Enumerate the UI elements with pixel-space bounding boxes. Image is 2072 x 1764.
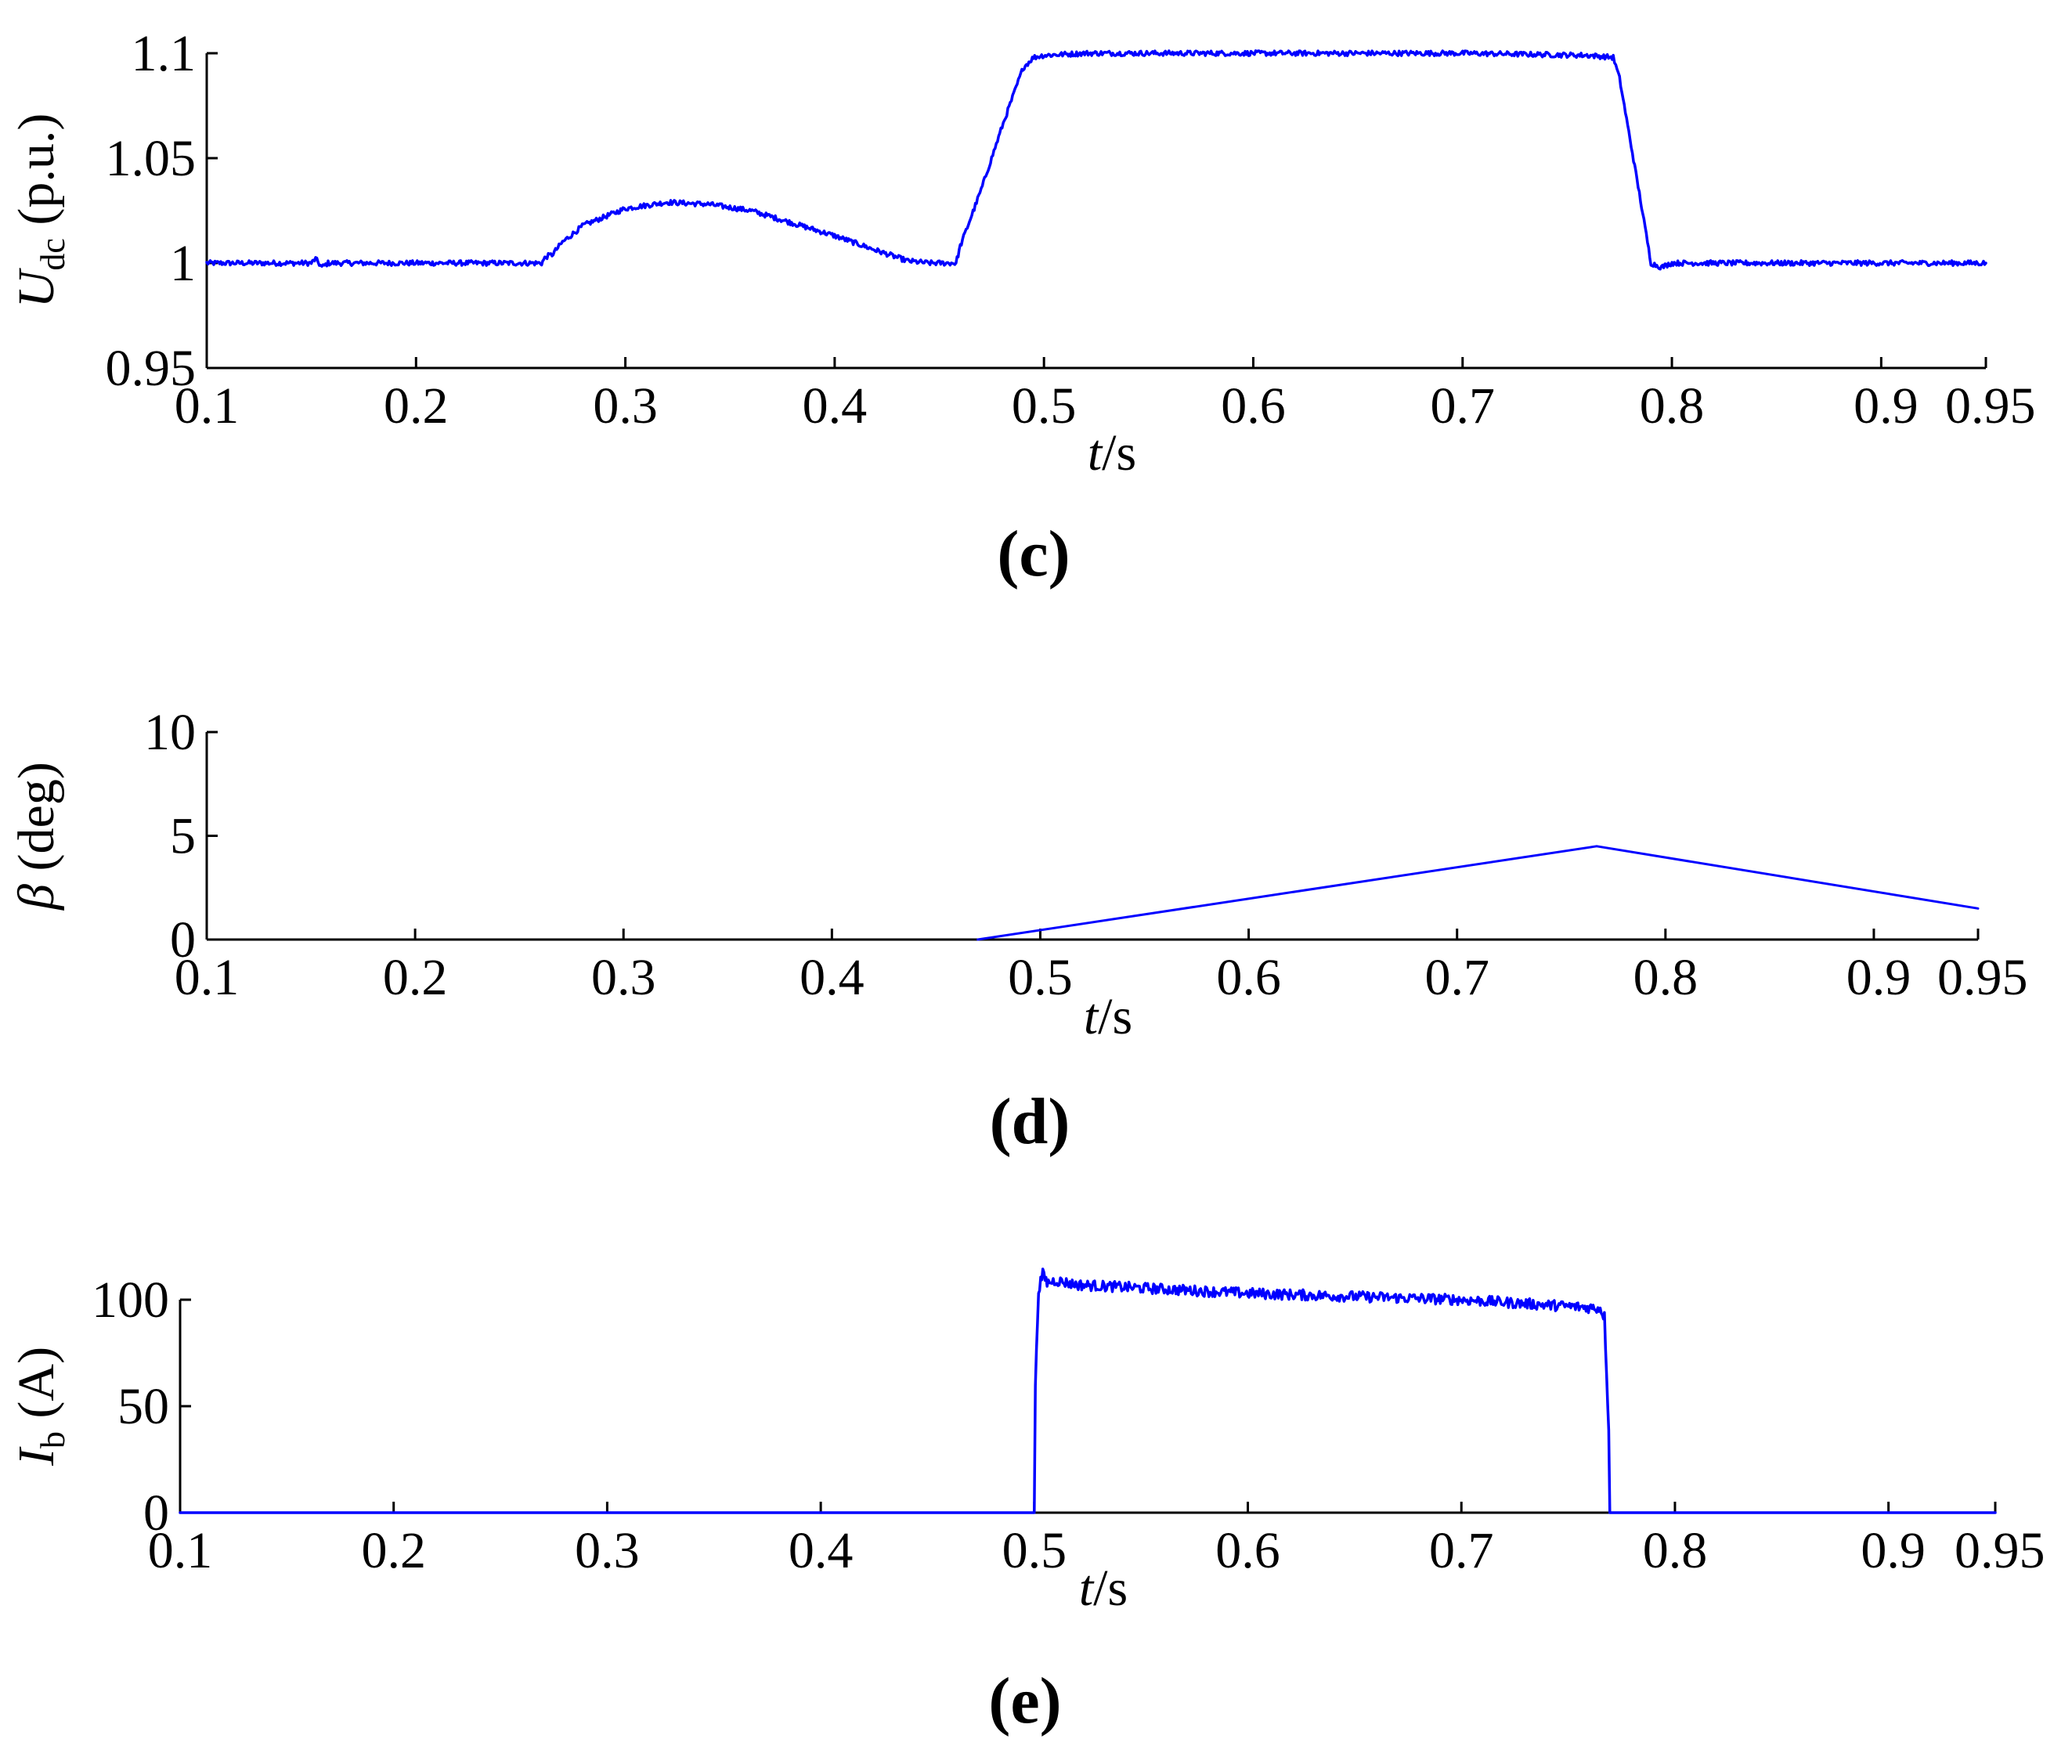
x-tick-label: 0.3 bbox=[591, 949, 656, 1006]
x-tick-label: 0.5 bbox=[1012, 377, 1077, 435]
x-tick-label: 0.9 bbox=[1861, 1522, 1926, 1579]
y-tick-label: 100 bbox=[92, 1272, 169, 1329]
x-tick-label: 0.95 bbox=[1937, 949, 2028, 1006]
x-tick-label: 0.9 bbox=[1846, 949, 1911, 1006]
chart-panel: 0.1 0.2 0.3 0.4 0.5 0.6 0.7 0.8 0.9 0.95 0 50 100 t/s… bbox=[8, 1268, 2045, 1737]
x-tick-label: 0.2 bbox=[361, 1522, 426, 1579]
x-tick-label: 0.1 bbox=[175, 377, 240, 435]
x-tick-label: 0.3 bbox=[575, 1522, 640, 1579]
panel-label: (d) bbox=[990, 1085, 1070, 1158]
series-line bbox=[205, 49, 1987, 271]
y-tick-label: 1 bbox=[170, 235, 196, 292]
x-tick-label: 0.5 bbox=[1002, 1522, 1067, 1579]
y-tick-label: 1.1 bbox=[132, 25, 197, 82]
x-tick-label: 0.7 bbox=[1424, 949, 1489, 1006]
x-tick-label: 0.4 bbox=[803, 377, 868, 435]
x-tick-label: 0.6 bbox=[1221, 377, 1286, 435]
x-tick-label: 0.2 bbox=[384, 377, 449, 435]
x-tick-label: 0.95 bbox=[1955, 1522, 2045, 1579]
series-line bbox=[976, 845, 1980, 941]
y-tick-label: 10 bbox=[144, 704, 196, 761]
x-tick-label: 0.6 bbox=[1215, 1522, 1280, 1579]
x-axis-label: t/s bbox=[1088, 424, 1136, 482]
x-tick-label: 0.3 bbox=[593, 377, 658, 435]
x-tick-label: 0.6 bbox=[1216, 949, 1281, 1006]
x-tick-label: 0.95 bbox=[1945, 377, 2036, 435]
x-tick-label: 0.7 bbox=[1431, 377, 1496, 435]
panel-label: (e) bbox=[988, 1665, 1061, 1737]
x-tick-label: 0.8 bbox=[1643, 1522, 1708, 1579]
x-axis-label: t/s bbox=[1079, 1560, 1128, 1617]
y-axis-label: Udc (p.u.) bbox=[8, 114, 72, 308]
y-axis-label: Ib (A) bbox=[8, 1347, 72, 1466]
y-axis-label: β (deg) bbox=[8, 762, 65, 911]
chart-panel: 0.1 0.2 0.3 0.4 0.5 0.6 0.7 0.8 0.9 0.95 0.95 1 1.05… bbox=[8, 25, 2036, 590]
y-tick-label: 0 bbox=[170, 911, 196, 969]
x-tick-label: 0.1 bbox=[148, 1522, 213, 1579]
x-tick-label: 0.7 bbox=[1429, 1522, 1494, 1579]
x-tick-label: 0.2 bbox=[383, 949, 448, 1006]
y-tick-label: 1.05 bbox=[106, 130, 197, 187]
panel-label: (c) bbox=[997, 518, 1070, 590]
x-tick-label: 0.1 bbox=[175, 949, 240, 1006]
x-tick-label: 0.4 bbox=[800, 949, 865, 1006]
x-tick-label: 0.4 bbox=[789, 1522, 854, 1579]
y-tick-label: 0 bbox=[143, 1484, 169, 1542]
x-tick-label: 0.9 bbox=[1854, 377, 1919, 435]
y-tick-label: 5 bbox=[170, 808, 196, 865]
x-axis-label: t/s bbox=[1084, 988, 1132, 1045]
x-tick-label: 0.8 bbox=[1640, 377, 1705, 435]
series-line bbox=[179, 1268, 1997, 1514]
x-tick-label: 0.8 bbox=[1633, 949, 1698, 1006]
y-tick-label: 50 bbox=[117, 1378, 169, 1435]
x-tick-label: 0.5 bbox=[1008, 949, 1073, 1006]
y-tick-label: 0.95 bbox=[106, 340, 197, 397]
chart-panel: 0.1 0.2 0.3 0.4 0.5 0.6 0.7 0.8 0.9 0.95 0 5 10 t/s β … bbox=[8, 704, 2028, 1158]
